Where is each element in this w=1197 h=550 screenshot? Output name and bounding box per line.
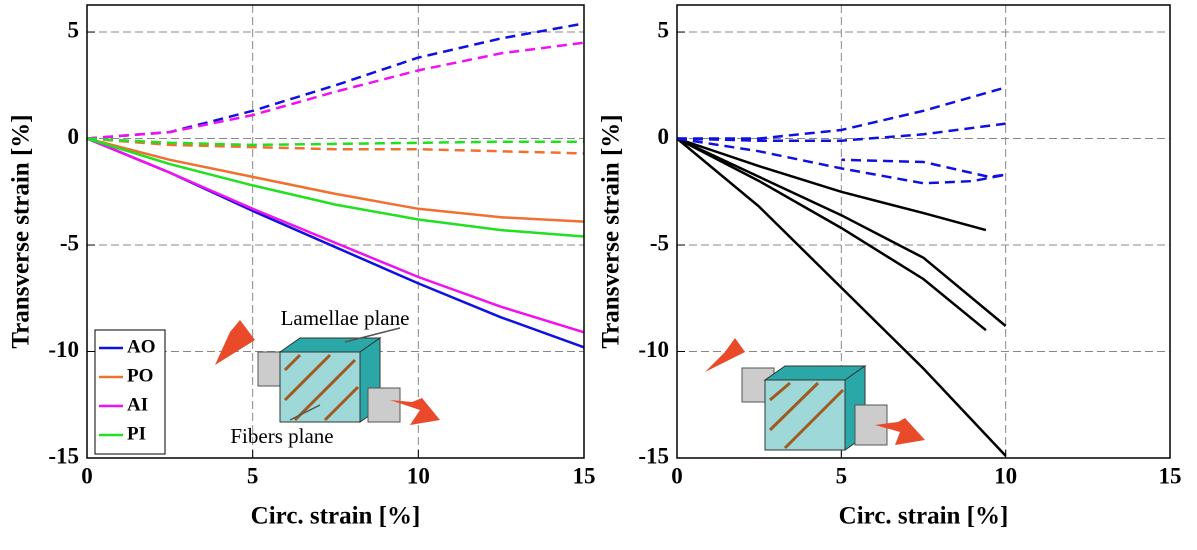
inset-right xyxy=(705,338,925,451)
y-tick-label: 0 xyxy=(658,124,670,149)
x-tick-label: 5 xyxy=(836,463,848,488)
x-tick-label: 5 xyxy=(247,463,259,488)
line xyxy=(676,137,1007,457)
y-tick-label: -15 xyxy=(48,443,79,468)
x-tick-label: 10 xyxy=(994,463,1017,488)
dashed-line xyxy=(86,137,584,147)
annotation: Fibers plane xyxy=(230,424,333,448)
legend-box xyxy=(94,329,166,455)
legend-label: PI xyxy=(127,423,146,444)
y-tick-label: -5 xyxy=(60,230,79,255)
x-tick-label: 0 xyxy=(671,463,683,488)
line xyxy=(676,137,987,232)
y-tick-label: -5 xyxy=(650,230,669,255)
y-tick-label: 5 xyxy=(68,17,80,42)
y-tick-label: 0 xyxy=(68,124,80,149)
line xyxy=(676,137,987,332)
legend-label: AO xyxy=(127,336,156,357)
inset-left xyxy=(215,320,440,425)
x-tick-label: 15 xyxy=(573,463,596,488)
x-axis-label: Circ. strain [%] xyxy=(251,503,421,530)
legend-label: PO xyxy=(127,365,153,386)
x-tick-label: 10 xyxy=(407,463,430,488)
x-tick-label: 15 xyxy=(1159,463,1182,488)
dashed-line xyxy=(676,122,1006,142)
x-axis-label: Circ. strain [%] xyxy=(839,503,1009,530)
y-tick-label: -10 xyxy=(48,337,79,362)
dashed-line xyxy=(677,86,1007,140)
dashed-line xyxy=(86,137,585,155)
y-tick-label: -10 xyxy=(638,337,669,362)
y-tick-label: 5 xyxy=(658,17,670,42)
line xyxy=(86,137,585,334)
annotation: Lamellae plane xyxy=(281,306,410,330)
plot-frame xyxy=(86,4,585,459)
line xyxy=(86,137,585,223)
x-tick-label: 0 xyxy=(81,463,93,488)
y-axis-label: Transverse strain [%] xyxy=(598,114,625,348)
dashed-line xyxy=(86,41,585,140)
plot-frame xyxy=(676,4,1171,459)
line xyxy=(676,137,1007,327)
line xyxy=(86,137,585,238)
legend-label: AI xyxy=(127,394,148,415)
y-tick-label: -15 xyxy=(638,443,669,468)
y-axis-label: Transverse strain [%] xyxy=(8,114,35,348)
